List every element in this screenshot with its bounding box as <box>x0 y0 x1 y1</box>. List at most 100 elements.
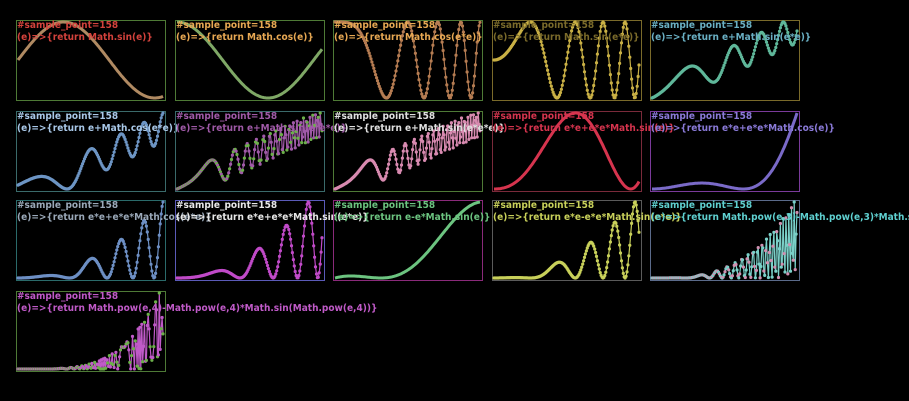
data-point <box>597 267 601 271</box>
plot-11: #sample_point=158(e)=>{return e*e+e*e*Ma… <box>16 200 212 281</box>
data-point <box>295 119 299 123</box>
data-point <box>723 270 727 274</box>
data-point <box>319 122 323 126</box>
data-point <box>753 45 758 49</box>
data-point <box>774 45 778 50</box>
data-point <box>150 358 154 362</box>
data-point <box>391 82 395 86</box>
data-point <box>585 88 589 92</box>
data-point <box>765 43 770 47</box>
data-point <box>774 269 778 273</box>
data-point <box>314 272 319 276</box>
data-point <box>105 358 109 362</box>
data-point <box>135 144 139 148</box>
data-point <box>579 268 583 272</box>
data-point <box>145 126 149 130</box>
data-point <box>418 83 422 87</box>
data-point <box>620 266 625 270</box>
data-point <box>420 92 424 96</box>
data-point <box>399 43 403 47</box>
data-point <box>260 148 264 152</box>
data-point <box>157 233 161 237</box>
data-point <box>156 129 160 134</box>
data-point <box>154 265 159 269</box>
data-point <box>468 125 472 129</box>
data-point <box>589 95 593 99</box>
data-point <box>148 254 152 258</box>
series-line <box>493 111 641 191</box>
data-point <box>630 86 635 90</box>
data-point <box>148 136 152 140</box>
data-point <box>535 28 540 32</box>
data-point <box>752 48 757 52</box>
data-point <box>465 70 469 74</box>
data-point <box>791 258 795 262</box>
data-point <box>422 150 426 154</box>
data-point <box>149 140 153 144</box>
data-point <box>537 33 541 37</box>
data-point <box>304 207 308 211</box>
data-point <box>157 125 161 129</box>
data-point <box>300 141 304 145</box>
data-point <box>278 249 282 253</box>
data-point <box>108 365 112 369</box>
data-point <box>435 137 440 142</box>
data-point <box>633 95 637 99</box>
data-point <box>443 66 447 71</box>
expression-label: (e)=>{return e+Math.sin(e*e*e)} <box>334 123 505 134</box>
data-point <box>615 224 619 228</box>
data-point <box>313 265 318 269</box>
data-point <box>763 273 767 277</box>
data-point <box>773 265 777 269</box>
data-point <box>307 124 311 128</box>
data-point <box>462 38 466 43</box>
data-point <box>740 258 745 262</box>
data-point <box>775 42 779 46</box>
sample-count-label: #sample_point=158 <box>17 291 118 302</box>
data-point <box>290 131 294 135</box>
data-point <box>133 271 137 275</box>
data-point <box>760 243 764 247</box>
data-point <box>591 89 595 93</box>
data-point <box>594 254 599 258</box>
data-point <box>277 254 282 258</box>
data-point <box>604 29 608 33</box>
plot-13: #sample_point=158(e)=>{return e-e*Math.s… <box>333 200 490 281</box>
data-point <box>457 27 461 32</box>
data-point <box>394 69 398 73</box>
data-point <box>111 153 115 158</box>
data-point <box>109 270 113 274</box>
data-point <box>786 272 790 276</box>
data-point <box>475 135 479 139</box>
plot-2: #sample_point=158(e)=>{return Math.cos(e… <box>175 20 325 101</box>
data-point <box>566 50 570 54</box>
data-point <box>446 89 450 93</box>
data-point <box>280 237 284 241</box>
data-point <box>415 65 419 69</box>
data-point <box>594 61 599 65</box>
data-point <box>132 367 136 371</box>
data-point <box>471 113 476 117</box>
data-point <box>385 171 389 175</box>
plot-3: #sample_point=158(e)=>{return Math.cos(e… <box>333 20 483 101</box>
data-point <box>384 174 388 178</box>
data-point <box>461 30 465 34</box>
data-point <box>453 119 457 123</box>
data-point <box>242 156 246 160</box>
data-point <box>629 66 633 71</box>
data-point <box>363 41 368 45</box>
data-point <box>286 225 290 229</box>
data-point <box>582 259 586 263</box>
plot-frame <box>333 111 483 192</box>
data-point <box>155 256 160 260</box>
data-point <box>302 224 307 228</box>
data-point <box>253 148 257 152</box>
data-point <box>114 143 118 147</box>
data-point <box>748 272 752 276</box>
data-point <box>473 63 477 67</box>
data-point <box>764 237 769 241</box>
data-point <box>255 141 259 145</box>
data-point <box>784 216 788 220</box>
data-point <box>161 111 165 115</box>
data-point <box>759 264 763 269</box>
